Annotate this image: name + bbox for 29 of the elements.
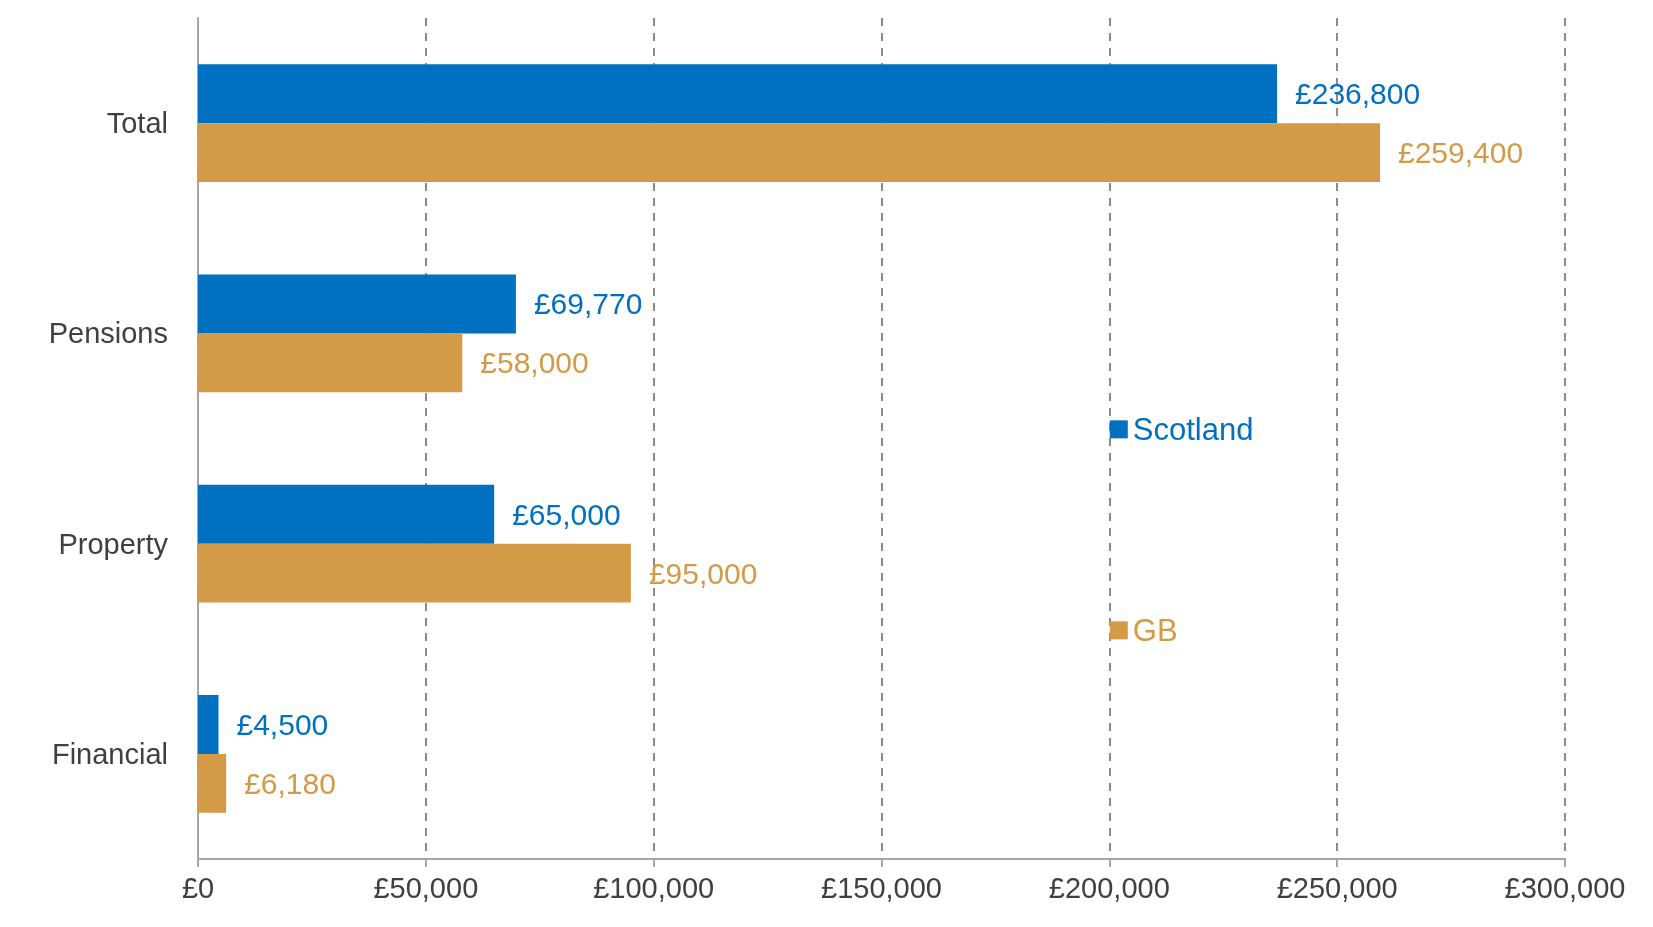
bar xyxy=(198,123,1380,182)
x-tick-label: £200,000 xyxy=(1048,871,1170,904)
legend-label: GB xyxy=(1132,612,1178,648)
legend-label: Scotland xyxy=(1132,411,1254,447)
bar xyxy=(198,753,227,813)
data-label: £6,180 xyxy=(244,766,336,800)
bar xyxy=(198,543,631,603)
y-tick-label: Total xyxy=(106,107,168,140)
data-label: £236,800 xyxy=(1295,77,1421,111)
x-tick-label: £0 xyxy=(181,871,215,904)
bar xyxy=(198,695,219,754)
data-label: £4,500 xyxy=(236,707,329,741)
data-label: £259,400 xyxy=(1398,136,1524,170)
x-tick-label: £150,000 xyxy=(821,871,942,904)
x-tick-label: £250,000 xyxy=(1276,871,1398,904)
bar xyxy=(198,333,463,393)
x-tick-label: £300,000 xyxy=(1504,871,1626,904)
data-label: £95,000 xyxy=(648,556,758,590)
y-tick-label: Financial xyxy=(51,737,168,770)
y-tick-label: Property xyxy=(58,527,169,560)
y-tick-label: Pensions xyxy=(48,317,168,350)
bar xyxy=(198,64,1278,124)
data-label: £65,000 xyxy=(512,497,621,531)
data-label: £69,770 xyxy=(533,287,643,321)
bar xyxy=(198,484,495,544)
bar xyxy=(198,274,516,334)
x-tick-label: £100,000 xyxy=(593,871,715,904)
data-label: £58,000 xyxy=(480,346,589,380)
x-tick-label: £50,000 xyxy=(373,871,479,904)
